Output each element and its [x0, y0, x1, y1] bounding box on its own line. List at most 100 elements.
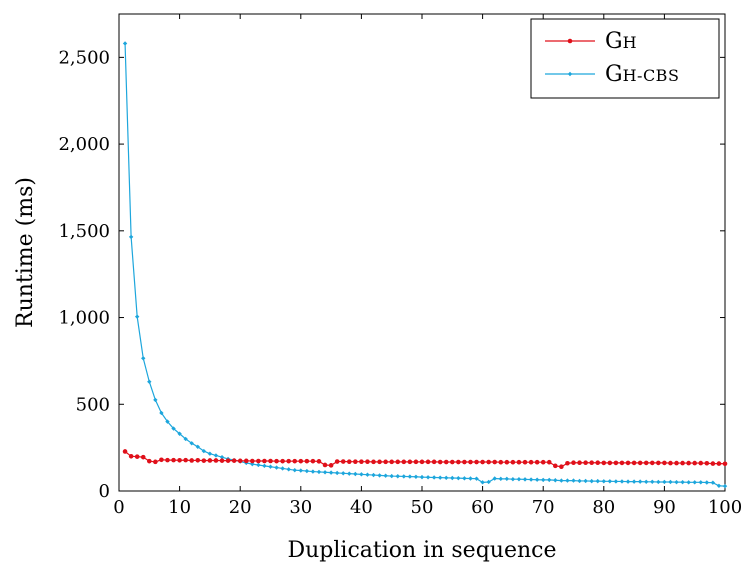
data-point-gh: [613, 460, 619, 466]
y-tick-label: 1,000: [58, 308, 110, 329]
data-point-gh-cbs: [328, 470, 334, 475]
x-tick-label: 60: [471, 497, 494, 518]
data-point-gh: [165, 457, 170, 463]
data-point-gh: [480, 459, 485, 465]
data-point-gh: [649, 460, 655, 466]
data-point-gh-cbs: [134, 314, 140, 319]
data-point-gh: [631, 460, 637, 466]
data-point-gh: [674, 460, 679, 466]
data-point-gh: [516, 459, 522, 465]
data-point-gh-cbs: [668, 479, 673, 485]
data-point-gh: [583, 460, 588, 466]
data-point-gh: [213, 458, 219, 463]
data-point-gh: [262, 458, 267, 464]
data-point-gh: [183, 457, 188, 463]
data-point-gh-cbs: [571, 478, 576, 483]
y-tick-label: 1,500: [58, 221, 110, 242]
data-point-gh: [419, 459, 425, 465]
data-point-gh: [668, 460, 673, 466]
x-tick-label: 80: [592, 497, 615, 518]
data-point-gh: [250, 458, 255, 464]
data-point-gh-cbs: [692, 480, 697, 485]
data-point-gh-cbs: [722, 483, 728, 489]
data-point-gh-cbs: [498, 476, 503, 482]
data-point-gh: [243, 458, 249, 464]
data-point-gh-cbs: [292, 467, 297, 473]
legend-label-main: G: [605, 62, 623, 87]
data-point-gh: [656, 460, 661, 466]
data-point-gh-cbs: [710, 480, 716, 485]
data-point-gh-cbs: [456, 475, 461, 481]
data-point-gh-cbs: [341, 471, 346, 476]
data-point-gh: [371, 459, 376, 465]
data-point-gh: [607, 460, 613, 466]
data-point-gh-cbs: [468, 476, 473, 481]
data-point-gh-cbs: [553, 478, 558, 483]
data-point-gh: [601, 460, 607, 466]
data-point-gh-cbs: [413, 474, 419, 479]
data-point-gh-cbs: [334, 470, 340, 476]
data-point-gh: [340, 459, 346, 464]
data-point-gh-cbs: [431, 475, 437, 480]
data-point-gh: [268, 458, 273, 464]
data-point-gh-cbs: [128, 234, 134, 240]
legend-box: [530, 18, 720, 99]
data-point-gh: [334, 459, 340, 464]
data-point-gh: [383, 459, 388, 465]
data-point-gh: [577, 460, 582, 466]
data-point-gh: [304, 458, 310, 464]
data-point-gh: [395, 459, 401, 465]
series-gh-cbs: [122, 41, 728, 489]
data-point-gh-cbs: [304, 468, 310, 474]
data-point-gh-cbs: [631, 479, 637, 484]
data-point-gh: [722, 461, 728, 467]
data-point-gh-cbs: [613, 479, 619, 484]
x-tick-label: 70: [532, 497, 555, 518]
y-tick-label: 0: [99, 481, 110, 502]
data-point-gh: [359, 459, 364, 464]
data-point-gh: [492, 459, 498, 465]
y-tick-label: 2,000: [58, 134, 110, 155]
data-point-gh-cbs: [674, 479, 679, 485]
legend-label-main: G: [605, 29, 623, 54]
data-point-gh-cbs: [353, 471, 358, 477]
data-point-gh-cbs: [656, 479, 661, 485]
data-point-gh-cbs: [213, 453, 219, 458]
data-point-gh: [534, 459, 540, 465]
data-point-gh: [122, 449, 128, 454]
data-point-gh: [177, 457, 182, 463]
data-point-gh: [346, 459, 352, 464]
legend-marker-gh-cbs: [567, 71, 573, 77]
y-tick-label: 500: [76, 394, 110, 415]
data-point-gh: [553, 463, 558, 469]
data-point-gh: [389, 459, 395, 465]
data-point-gh-cbs: [256, 462, 261, 468]
data-point-gh: [280, 458, 285, 464]
data-point-gh-cbs: [195, 444, 200, 449]
data-point-gh-cbs: [147, 379, 152, 384]
x-tick-label: 30: [289, 497, 312, 518]
data-point-gh-cbs: [207, 451, 213, 456]
data-point-gh: [219, 458, 225, 463]
data-point-gh-cbs: [286, 467, 291, 472]
data-point-gh-cbs: [401, 474, 407, 479]
data-point-gh: [498, 459, 504, 465]
data-point-gh: [274, 458, 279, 464]
data-point-gh-cbs: [516, 477, 522, 482]
data-point-gh-cbs: [407, 474, 413, 479]
data-point-gh-cbs: [171, 426, 176, 431]
data-point-gh: [353, 459, 358, 464]
data-point-gh-cbs: [371, 472, 376, 478]
data-point-gh: [140, 454, 146, 460]
data-point-gh-cbs: [607, 479, 613, 484]
data-point-gh-cbs: [625, 479, 631, 484]
data-point-gh-cbs: [153, 397, 158, 403]
data-point-gh: [710, 461, 716, 466]
data-point-gh-cbs: [698, 480, 703, 485]
data-point-gh: [316, 459, 322, 464]
data-point-gh-cbs: [177, 431, 182, 436]
legend-label-smallcaps: H: [623, 33, 637, 52]
data-point-gh: [504, 459, 510, 465]
